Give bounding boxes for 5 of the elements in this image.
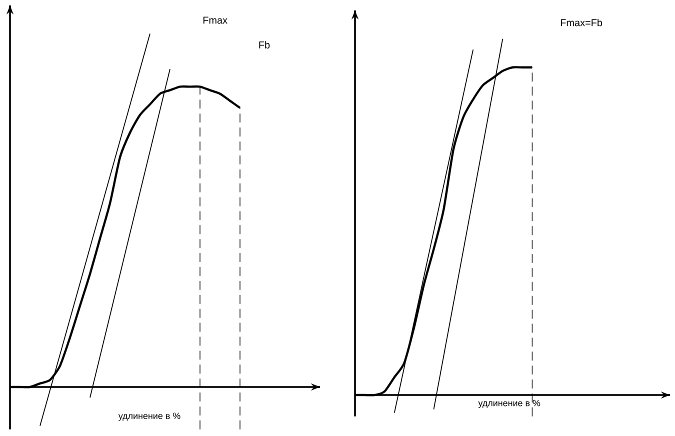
text: Fmax: [203, 16, 228, 24]
x-axis-title: удлинение в %: [478, 400, 540, 408]
annotation: Fb: [259, 41, 270, 48]
text: Fmax=Fb: [560, 18, 602, 26]
x-axis-title: удлинение в %: [118, 412, 180, 421]
